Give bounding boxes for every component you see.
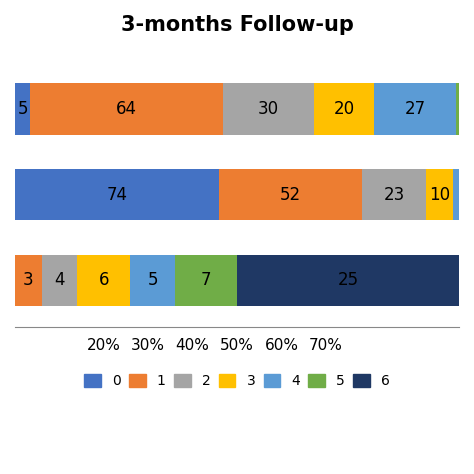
Text: 5: 5 [18, 100, 28, 118]
Bar [314, 83, 374, 135]
Bar [223, 83, 314, 135]
Bar [15, 169, 219, 220]
Title: 3-months Follow-up: 3-months Follow-up [120, 15, 354, 35]
Text: 20: 20 [334, 100, 355, 118]
Bar [15, 255, 42, 306]
Legend: 0, 1, 2, 3, 4, 5, 6: 0, 1, 2, 3, 4, 5, 6 [81, 372, 393, 391]
Bar [30, 83, 223, 135]
Text: 23: 23 [383, 186, 405, 204]
Bar [130, 255, 175, 306]
Text: 25: 25 [337, 271, 358, 289]
Bar [237, 255, 459, 306]
Bar [15, 83, 30, 135]
Text: 64: 64 [116, 100, 137, 118]
Bar [219, 169, 363, 220]
Bar [454, 169, 459, 220]
Text: 3: 3 [23, 271, 34, 289]
Bar [175, 255, 237, 306]
Bar [77, 255, 130, 306]
Bar [456, 83, 459, 135]
Text: 10: 10 [429, 186, 450, 204]
Text: 74: 74 [107, 186, 128, 204]
Text: 7: 7 [201, 271, 211, 289]
Text: 30: 30 [258, 100, 279, 118]
Text: 6: 6 [99, 271, 109, 289]
Text: 4: 4 [54, 271, 64, 289]
Text: 52: 52 [280, 186, 301, 204]
Bar [374, 83, 456, 135]
Text: 5: 5 [147, 271, 158, 289]
Bar [363, 169, 426, 220]
Bar [426, 169, 454, 220]
Text: 27: 27 [405, 100, 426, 118]
Bar [42, 255, 77, 306]
